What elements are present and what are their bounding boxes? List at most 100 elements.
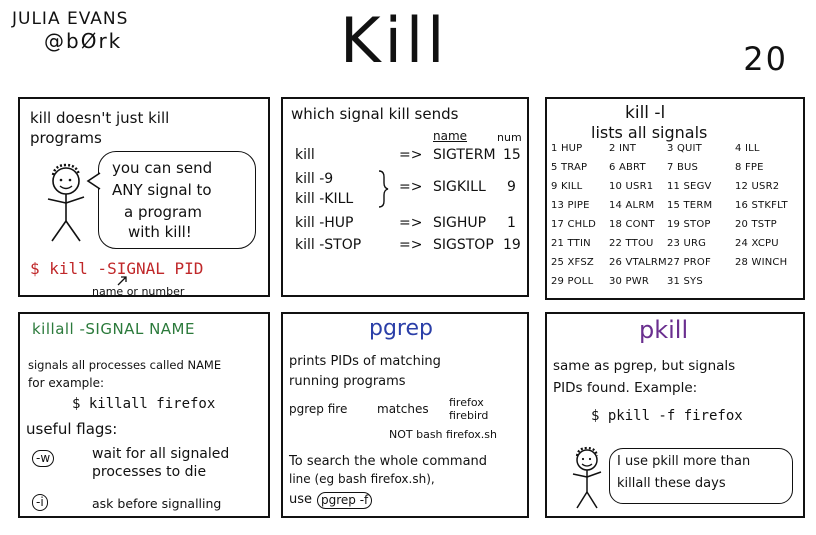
panel5-line1: prints PIDs of matching xyxy=(289,354,441,369)
row-killstop-name: SIGSTOP xyxy=(433,237,494,253)
signal-item: 27 PROF xyxy=(667,257,711,268)
panel6-line1: same as pgrep, but signals xyxy=(553,358,736,374)
row-killkill-cmd: kill -KILL xyxy=(295,191,354,207)
match-firebird: firebird xyxy=(449,409,489,422)
panel-pkill: pkill same as pgrep, but signals PIDs fo… xyxy=(545,312,805,518)
panel6-example: $ pkill -f firefox xyxy=(591,408,743,424)
pkill-bubble-line1: I use pkill more than xyxy=(617,454,751,469)
panel-kill-intro: kill doesn't just kill programs you can … xyxy=(18,97,270,298)
page-number: 20 xyxy=(743,40,788,78)
signal-item: 4 ILL xyxy=(735,143,760,154)
panel4-flags-label: useful flags: xyxy=(26,420,118,438)
panel4-line2: for example: xyxy=(28,376,105,390)
signal-item: 25 XFSZ xyxy=(551,257,594,268)
row-kill-name: SIGTERM xyxy=(433,147,496,163)
signal-item: 20 TSTP xyxy=(735,219,777,230)
panel6-line2: PIDs found. Example: xyxy=(553,380,698,396)
signal-item: 5 TRAP xyxy=(551,162,588,173)
flag-i-desc: ask before signalling xyxy=(92,496,222,511)
signal-item: 14 ALRM xyxy=(609,200,655,211)
col-name-header: name xyxy=(433,129,468,143)
row-killkill-name: SIGKILL xyxy=(433,179,486,195)
signal-item: 8 FPE xyxy=(735,162,764,173)
signal-item: 7 BUS xyxy=(667,162,699,173)
signal-item: 17 CHLD xyxy=(551,219,597,230)
row-kill-num: 15 xyxy=(503,147,521,163)
arrow-up-icon xyxy=(117,276,127,286)
signal-item: 18 CONT xyxy=(609,219,655,230)
panel-kill-l: kill -l lists all signals 1 HUP 2 INT 3 QU… xyxy=(545,97,805,300)
panel4-heading: killall -SIGNAL NAME xyxy=(32,320,195,338)
bubble-line-2: ANY signal to xyxy=(112,181,212,199)
speech-bubble-small xyxy=(609,448,793,504)
signal-item: 29 POLL xyxy=(551,276,594,287)
bubble-tail-icon xyxy=(86,172,101,190)
search-line1: To search the whole command xyxy=(289,454,488,469)
col-num-header: num xyxy=(497,131,522,144)
row-killhup-num: 1 xyxy=(507,215,516,231)
panel5-line2: running programs xyxy=(289,374,406,389)
panel3-heading: kill -l xyxy=(625,103,666,123)
signal-item: 23 URG xyxy=(667,238,707,249)
flag-w-desc-1: wait for all signaled xyxy=(92,446,230,462)
search-line3: use xyxy=(289,492,313,507)
signal-item: 26 VTALRM xyxy=(609,257,667,268)
row-killhup-arrow: => xyxy=(399,215,423,231)
matches-label: matches xyxy=(377,402,429,416)
row-kill-cmd: kill xyxy=(295,147,315,163)
panel6-heading: pkill xyxy=(639,316,689,344)
panel-killall: killall -SIGNAL NAME signals all process… xyxy=(18,312,270,518)
panel4-example: $ killall firefox xyxy=(72,396,216,412)
signal-item: 6 ABRT xyxy=(609,162,646,173)
row-killstop-cmd: kill -STOP xyxy=(295,237,362,253)
signal-item: 3 QUIT xyxy=(667,143,702,154)
row-killhup-cmd: kill -HUP xyxy=(295,215,354,231)
bubble-line-1: you can send xyxy=(112,159,213,177)
kill-command-note: name or number xyxy=(92,285,185,298)
signal-item: 13 PIPE xyxy=(551,200,590,211)
row-killkill-arrow: => xyxy=(399,179,423,195)
signal-item: 15 TERM xyxy=(667,200,713,211)
author-block: JULIA EVANS @bØrk xyxy=(12,8,128,52)
stick-figure-icon xyxy=(47,163,85,242)
signal-item: 12 USR2 xyxy=(735,181,780,192)
pkill-bubble-line2: killall these days xyxy=(617,476,726,491)
signal-item: 24 XCPU xyxy=(735,238,779,249)
pgrep-fire-cmd: pgrep fire xyxy=(289,402,348,416)
panel5-heading: pgrep xyxy=(369,316,433,341)
signal-item: 21 TTIN xyxy=(551,238,591,249)
match-firefox: firefox xyxy=(449,396,484,409)
bubble-line-3: a program xyxy=(124,203,202,221)
author-handle: @bØrk xyxy=(44,29,123,53)
stick-figure-small-icon xyxy=(572,446,602,509)
panel-which-signal: which signal kill sends name num kill =>… xyxy=(281,97,529,297)
signal-item: 19 STOP xyxy=(667,219,711,230)
flag-i-badge: -i xyxy=(32,494,48,511)
not-match: NOT bash firefox.sh xyxy=(389,428,497,441)
row-killkill-num: 9 xyxy=(507,179,516,195)
row-killhup-name: SIGHUP xyxy=(433,215,487,231)
row-kill-arrow: => xyxy=(399,147,423,163)
panel1-heading-line1: kill doesn't just kill xyxy=(30,109,170,127)
flag-w-desc-2: processes to die xyxy=(92,464,207,480)
panel2-heading: which signal kill sends xyxy=(291,105,459,123)
brace-icon xyxy=(378,170,389,208)
search-line2: line (eg bash firefox.sh), xyxy=(289,472,435,486)
panel4-line1: signals all processes called NAME xyxy=(28,358,222,372)
row-killstop-num: 19 xyxy=(503,237,521,253)
flag-w-badge: -w xyxy=(32,450,55,467)
signal-item: 2 INT xyxy=(609,143,637,154)
signal-item: 9 KILL xyxy=(551,181,583,192)
signal-item: 10 USR1 xyxy=(609,181,654,192)
row-killstop-arrow: => xyxy=(399,237,423,253)
panel-pgrep: pgrep prints PIDs of matching running pr… xyxy=(281,312,529,518)
signal-item: 11 SEGV xyxy=(667,181,712,192)
signal-item: 16 STKFLT xyxy=(735,200,788,211)
panel3-subheading: lists all signals xyxy=(591,123,708,142)
signal-item: 31 SYS xyxy=(667,276,703,287)
pgrep-f-badge: pgrep -f xyxy=(317,492,373,509)
kill-command: $ kill -SIGNAL PID xyxy=(30,259,204,278)
page-title: Kill xyxy=(340,4,449,77)
signal-item: 1 HUP xyxy=(551,143,583,154)
signal-item: 22 TTOU xyxy=(609,238,654,249)
